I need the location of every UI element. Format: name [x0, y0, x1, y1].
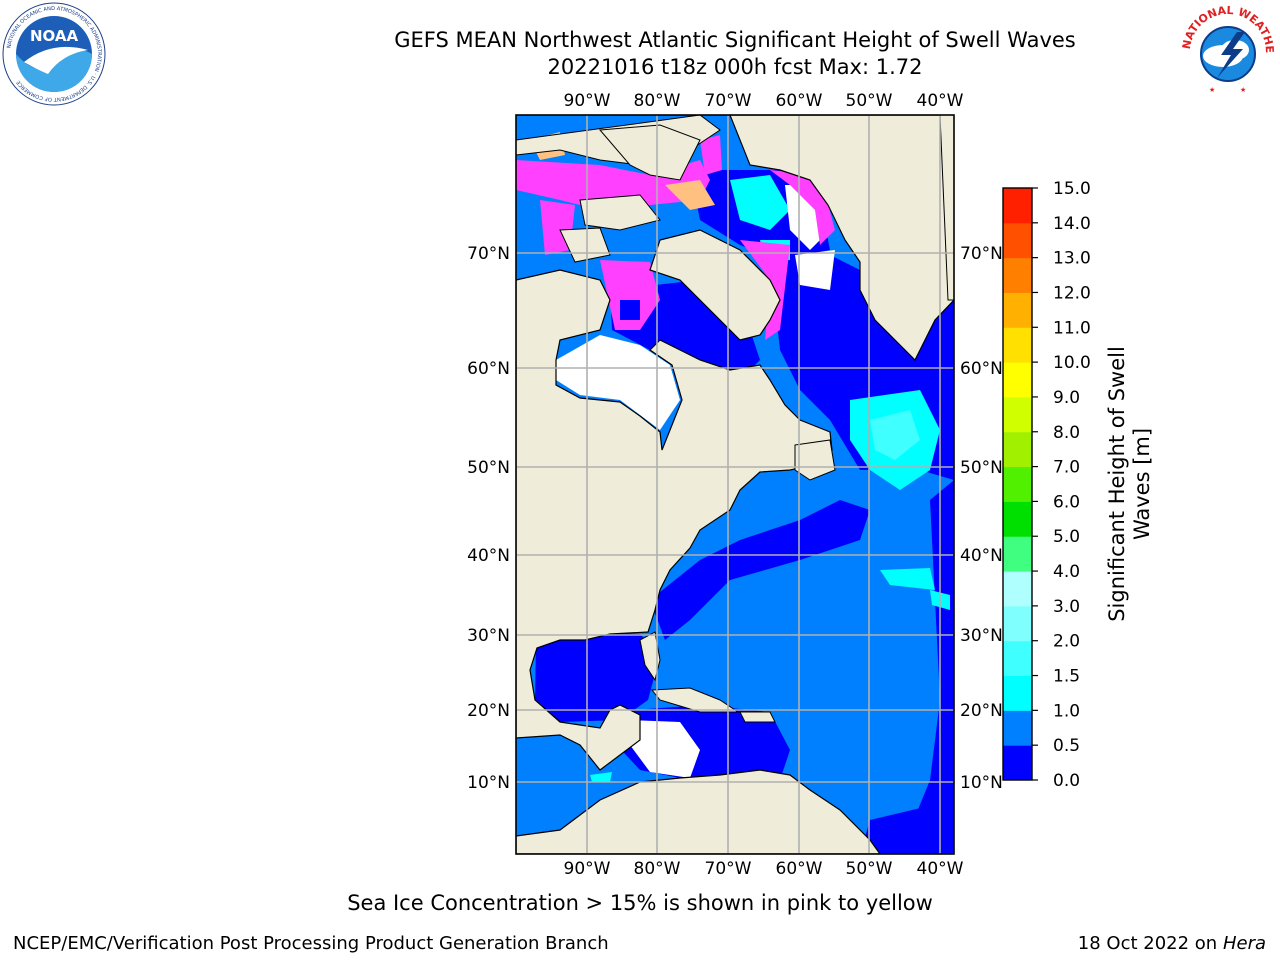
colorbar-segment: [1003, 710, 1032, 746]
lat-label-left: 50°N: [467, 458, 510, 478]
svg-text:★: ★: [1240, 86, 1246, 94]
colorbar-tick-label: 10.0: [1053, 353, 1091, 373]
colorbar-segment: [1003, 640, 1032, 677]
colorbar-tick-label: 13.0: [1053, 249, 1091, 269]
credit-text: NCEP/EMC/Verification Post Processing Pr…: [13, 933, 609, 954]
map-subtitle: 20221016 t18z 000h fcst Max: 1.72: [547, 55, 923, 79]
national-weather-service-logo: NATIONAL WEATHER SERVICE ★ ★: [1177, 0, 1276, 98]
colorbar-tick-label: 7.0: [1053, 458, 1080, 478]
lat-label-left: 70°N: [467, 244, 510, 264]
colorbar-tick-label: 9.0: [1053, 388, 1080, 408]
colorbar-segment: [1003, 222, 1032, 259]
colorbar-segment: [1003, 431, 1032, 468]
colorbar-tick-label: 4.0: [1053, 562, 1080, 582]
colorbar-tick-label: 0.5: [1053, 736, 1080, 756]
colorbar-frame: [1002, 187, 1033, 781]
lat-label-right: 10°N: [960, 773, 1003, 793]
noaa-logo-text: NOAA: [30, 27, 79, 45]
run-host: Hera: [1222, 933, 1266, 954]
lon-label-bottom: 60°W: [776, 859, 823, 879]
colorbar-segment: [1003, 257, 1032, 293]
map-title: GEFS MEAN Northwest Atlantic Significant…: [394, 28, 1076, 52]
map-graticule: [516, 115, 954, 854]
lat-label-right: 50°N: [960, 458, 1003, 478]
map-frame: [515, 114, 955, 855]
colorbar-segment: [1003, 501, 1032, 537]
sea-ice-note: Sea Ice Concentration > 15% is shown in …: [347, 891, 933, 915]
colorbar-tick-label: 1.0: [1053, 701, 1080, 721]
lon-label-bottom: 80°W: [634, 859, 681, 879]
lon-label-top: 90°W: [564, 91, 611, 111]
colorbar-segment: [1003, 362, 1032, 398]
colorbar-tick-label: 8.0: [1053, 423, 1080, 443]
colorbar-segment: [1003, 466, 1032, 502]
lon-label-bottom: 50°W: [846, 859, 893, 879]
colorbar-segment: [1003, 536, 1032, 572]
colorbar-segment: [1003, 745, 1032, 781]
colorbar: [1003, 188, 1032, 781]
lat-label-left: 40°N: [467, 546, 510, 566]
lat-label-left: 10°N: [467, 773, 510, 793]
colorbar-segment: [1003, 327, 1032, 363]
colorbar-tick-label: 11.0: [1053, 318, 1091, 338]
colorbar-tick-label: 6.0: [1053, 492, 1080, 512]
lon-label-bottom: 70°W: [705, 859, 752, 879]
colorbar-tick-label: 0.0: [1053, 771, 1080, 791]
lon-label-top: 80°W: [634, 91, 681, 111]
colorbar-tick-label: 2.0: [1053, 632, 1080, 652]
colorbar-tick-label: 15.0: [1053, 179, 1091, 199]
lat-label-right: 40°N: [960, 546, 1003, 566]
colorbar-segment: [1003, 571, 1032, 607]
run-date-text: 18 Oct 2022 on: [1077, 933, 1223, 954]
lat-label-left: 20°N: [467, 701, 510, 721]
run-date: 18 Oct 2022 on Hera: [1078, 933, 1266, 954]
lon-label-bottom: 40°W: [917, 859, 964, 879]
svg-text:★: ★: [1209, 86, 1215, 94]
colorbar-label: Significant Height of Swell: [1105, 346, 1129, 622]
lat-label-right: 60°N: [960, 359, 1003, 379]
colorbar-segment: [1003, 396, 1032, 433]
lat-label-right: 20°N: [960, 701, 1003, 721]
lat-label-right: 30°N: [960, 626, 1003, 646]
lon-label-top: 40°W: [917, 91, 964, 111]
lat-label-right: 70°N: [960, 244, 1003, 264]
colorbar-tick-label: 1.5: [1053, 667, 1080, 687]
colorbar-tick-label: 14.0: [1053, 214, 1091, 234]
colorbar-segment: [1003, 605, 1032, 642]
colorbar-tick-label: 12.0: [1053, 283, 1091, 303]
colorbar-tick-label: 3.0: [1053, 597, 1080, 617]
lon-label-top: 60°W: [776, 91, 823, 111]
colorbar-segment: [1003, 188, 1032, 224]
lon-label-top: 70°W: [705, 91, 752, 111]
colorbar-segment: [1003, 292, 1032, 328]
colorbar-label-units: Waves [m]: [1130, 428, 1154, 540]
lat-label-left: 30°N: [467, 626, 510, 646]
colorbar-segment: [1003, 675, 1032, 711]
lat-label-left: 60°N: [467, 359, 510, 379]
lon-label-top: 50°W: [846, 91, 893, 111]
noaa-logo: NOAA NATIONAL OCEANIC AND ATMOSPHERIC AD…: [2, 2, 106, 106]
lon-label-bottom: 90°W: [564, 859, 611, 879]
colorbar-tick-label: 5.0: [1053, 527, 1080, 547]
